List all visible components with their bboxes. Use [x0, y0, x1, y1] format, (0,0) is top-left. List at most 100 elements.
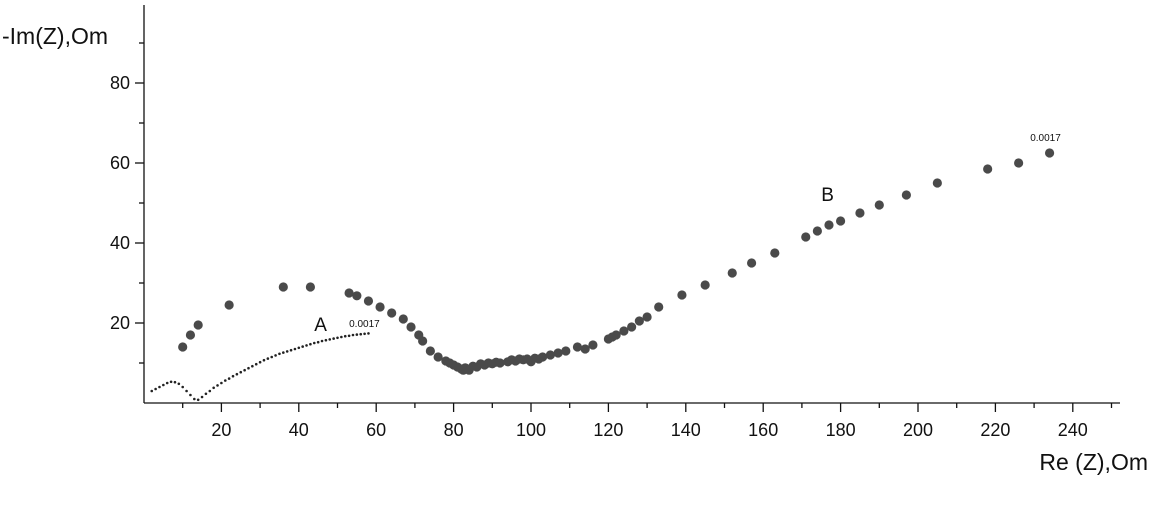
y-tick-label: 80 [110, 73, 130, 93]
series-a-point [266, 357, 270, 360]
y-tick-label: 60 [110, 153, 130, 173]
series-a-point [181, 385, 184, 389]
x-ticks: 20 40 60 80 100 120 140 160 180 200 220 240 [182, 403, 1113, 440]
series-label-a: A [314, 315, 327, 336]
series-b-point [375, 302, 385, 312]
series-a-point [162, 383, 165, 387]
series-a-point [239, 370, 243, 374]
series-b-point [654, 302, 664, 312]
series-a-point [262, 358, 266, 362]
series-b-point [561, 346, 571, 356]
series-a-point [150, 389, 154, 393]
series-b-point [278, 282, 288, 292]
series-a-point [289, 348, 293, 352]
series-a-point [185, 389, 188, 393]
series-b-point [433, 352, 443, 362]
x-tick-label: 20 [211, 420, 231, 440]
x-tick-label: 60 [366, 420, 386, 440]
series-a-point [332, 337, 335, 340]
series-b-point [545, 350, 555, 360]
series-a-point [316, 340, 320, 344]
series-b-point [178, 342, 188, 352]
series-a-point [169, 380, 173, 384]
series-label-b: B [821, 185, 834, 206]
series-b-point [901, 190, 911, 200]
series-a-point [258, 360, 262, 364]
series-a-point [223, 379, 227, 382]
series-a-point [204, 392, 208, 396]
x-tick-label: 160 [748, 420, 778, 440]
series-a-point [309, 342, 312, 346]
series-a-point [247, 366, 250, 370]
series-a-point [235, 372, 239, 376]
series-a-point [367, 332, 370, 335]
series-a-point [212, 386, 215, 390]
series-b-point [538, 352, 548, 362]
series-b-point [406, 322, 416, 332]
series-a-point [293, 347, 297, 351]
series-a-point [328, 338, 332, 341]
series-a-point [312, 341, 316, 345]
series-a-point [251, 364, 254, 368]
series-a-point [254, 362, 258, 366]
y-axis-title: -Im(Z),Om [2, 23, 108, 49]
frequency-annotation: 0.0017 [1030, 133, 1061, 144]
x-tick-label: 80 [444, 420, 464, 440]
series-b-point [185, 330, 196, 340]
series-a-point [347, 334, 351, 338]
series-a-point [363, 332, 366, 336]
series-b-point [495, 358, 505, 368]
series-b-point [727, 268, 737, 278]
series-b-point [874, 200, 884, 210]
axes [143, 5, 1120, 404]
series-a-point [355, 333, 359, 336]
series-b-point [425, 346, 435, 356]
series-a-point [200, 395, 204, 399]
series-b-point [824, 220, 834, 230]
series-a-point [297, 346, 301, 350]
series-b-point [746, 258, 757, 268]
series-b-point [363, 296, 374, 306]
series-a-point [193, 397, 196, 401]
series-a-point [231, 374, 235, 378]
series-b-point [812, 226, 822, 236]
series-b-point [700, 280, 710, 290]
series-a-point [154, 387, 157, 391]
series-b-point [611, 330, 621, 340]
series-a-points [150, 332, 370, 402]
y-tick-label: 40 [110, 233, 130, 253]
series-b-point [572, 342, 583, 352]
x-tick-label: 100 [516, 420, 546, 440]
series-b-point [855, 208, 865, 218]
series-b-point [580, 344, 590, 354]
y-ticks: 20 40 60 80 [110, 42, 144, 364]
frequency-annotation: 0.0017 [349, 319, 380, 330]
series-a-point [359, 332, 363, 336]
x-tick-label: 180 [826, 420, 856, 440]
series-a-point [278, 352, 281, 356]
series-b-point [387, 308, 397, 318]
series-b-point [677, 290, 687, 300]
series-a-point [243, 368, 246, 372]
series-a-point [340, 335, 343, 339]
series-b-point [588, 340, 598, 350]
x-tick-label: 240 [1058, 420, 1088, 440]
series-b-point [553, 348, 563, 358]
x-tick-label: 120 [593, 420, 623, 440]
series-a-point [196, 398, 200, 402]
series-b-point [619, 326, 629, 336]
x-tick-label: 140 [671, 420, 701, 440]
series-b-point [224, 300, 234, 310]
y-tick-label: 20 [110, 313, 130, 333]
series-a-point [158, 385, 161, 389]
series-a-point [220, 381, 223, 385]
series-b-point [398, 314, 408, 324]
series-b-point [1014, 158, 1024, 168]
series-a-point [285, 350, 289, 353]
series-b-point [1044, 148, 1055, 158]
series-a-point [216, 384, 219, 387]
x-axis-title: Re (Z),Om [1039, 449, 1148, 475]
annotations: 0.0017 0.0017 A B [314, 133, 1061, 336]
series-a-point [351, 333, 355, 337]
series-b-point [305, 282, 316, 292]
